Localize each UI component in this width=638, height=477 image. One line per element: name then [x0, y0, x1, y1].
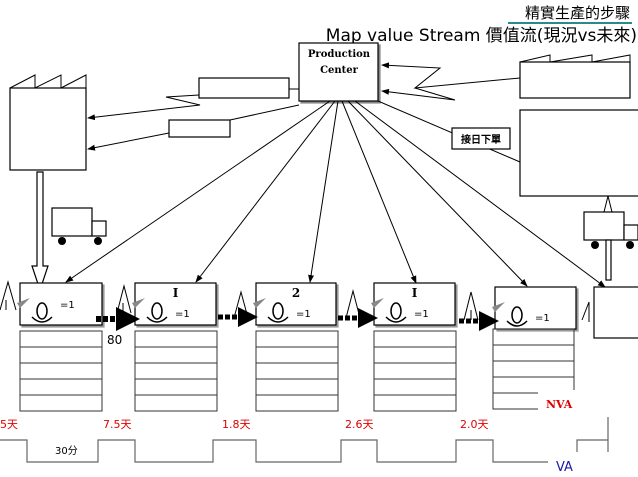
truck-icon	[51, 207, 107, 245]
customer-factory-icon	[9, 74, 87, 171]
process-label: 2	[292, 286, 300, 300]
timeline	[0, 439, 548, 463]
operator-count: =1	[175, 309, 190, 320]
production-center-label-2: Center	[320, 65, 359, 76]
info-arrow	[87, 132, 170, 151]
lead-time: 5天	[0, 418, 18, 431]
kaizen-burst-icon	[371, 298, 384, 308]
va-label: VA	[556, 460, 573, 475]
process-label: I	[173, 286, 179, 300]
info-box	[168, 119, 231, 138]
data-box-table	[373, 330, 457, 412]
operator-icon	[146, 302, 168, 323]
kaizen-burst-icon	[253, 298, 266, 308]
data-box-table	[255, 330, 339, 412]
operator-count: =1	[414, 309, 429, 320]
inventory-count: 80	[107, 333, 122, 347]
order-label-box: 接日下單	[451, 127, 511, 150]
push-arrows	[96, 307, 499, 331]
process-box: 2 =1	[253, 282, 339, 412]
title: 精實生產的步驟	[525, 4, 630, 22]
lead-time: 1.8天	[222, 418, 251, 431]
process-box: I =1	[132, 282, 218, 412]
process-box: I =1	[371, 282, 457, 412]
subtitle: Map value Stream 價值流(現況vs未來)	[326, 26, 637, 46]
order-label: 接日下單	[461, 133, 501, 146]
data-box-table	[492, 328, 575, 410]
kaizen-burst-icon	[492, 302, 505, 312]
electronic-info-arrow	[87, 94, 201, 121]
operator-count: =1	[535, 313, 550, 324]
nva-label: NVA	[546, 398, 573, 411]
lead-time: 7.5天	[103, 418, 132, 431]
operator-icon	[267, 302, 289, 323]
inventory-triangle-icons	[0, 280, 590, 322]
electronic-info-arrow	[381, 87, 456, 101]
cycle-time: 30分	[55, 445, 78, 457]
operator-icon	[31, 302, 53, 323]
production-center-box: Production Center	[298, 42, 379, 102]
shipment-arrow	[31, 171, 49, 292]
kaizen-burst-icon	[132, 298, 145, 308]
supplier-factory-icon	[519, 54, 631, 99]
customer-process-box	[593, 286, 638, 339]
operator-icon	[385, 302, 407, 323]
process-box: =1	[17, 282, 103, 412]
operator-count: =1	[296, 309, 311, 320]
lead-time: 2.0天	[460, 418, 489, 431]
production-center-label-1: Production	[308, 49, 371, 60]
truck-icon	[583, 195, 638, 281]
timeline-end	[576, 417, 609, 452]
process-box: =1	[492, 286, 578, 412]
schedule-arrows	[65, 100, 606, 288]
process-label: I	[412, 286, 418, 300]
lead-time: 2.6天	[345, 418, 374, 431]
operator-count: =1	[60, 300, 75, 311]
data-box-table	[134, 330, 218, 412]
operator-icon	[506, 306, 528, 327]
info-box	[198, 77, 290, 99]
kaizen-burst-icon	[17, 298, 30, 308]
data-box	[519, 109, 638, 197]
data-box-table	[19, 330, 103, 412]
electronic-info-arrow	[381, 62, 521, 89]
